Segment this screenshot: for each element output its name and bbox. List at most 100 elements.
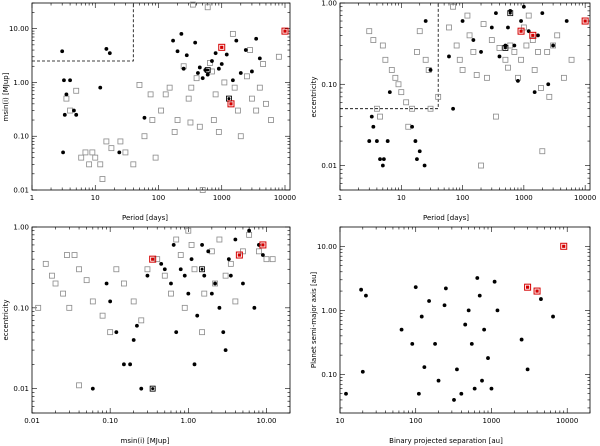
p3-point-open-square [71,252,78,258]
p1-point-filled-circle [175,49,180,54]
p3-point-filled-circle [139,386,144,391]
p2-point-open-square [478,162,484,169]
p3-x-axis-label: msin(i) [MJup] [121,437,170,445]
p1-y-axis-label: msin(i) [MJup] [2,72,10,121]
p2-point-open-square [395,81,402,88]
p2-point-open-square [464,12,471,19]
p4-point-filled-circle [455,367,459,372]
p1-point-open-square [89,149,96,156]
p1-point-filled-circle [234,38,239,43]
p2-point-open-square [535,49,541,55]
panel-mass-vs-eccentricity: msin(i) [MJup] eccentricity 0.01 0.10 1.00… [2,224,291,445]
p1-point-filled-circle [179,31,184,36]
p3-point-open-square [246,231,253,238]
p2-y-tick-label: 0.01 [321,162,337,170]
p1-point-open-square [92,154,99,161]
p2-point-open-square [505,64,511,71]
p4-point-filled-circle [489,386,494,391]
p3-point-open-square [35,304,42,311]
p1-point-filled-circle [98,85,103,90]
p3-point-open-square [99,312,106,319]
p2-point-filled-circle [423,19,428,23]
p2-point-highlight-core [583,19,587,23]
p2-point-highlight-core [531,33,535,37]
p1-point-open-square [199,187,206,193]
p2-point-open-square [427,105,434,112]
p1-point-open-square [185,95,192,102]
p3-point-open-square [76,266,82,273]
p4-point-filled-circle [413,285,418,290]
p3-point-filled-circle [233,237,238,242]
p3-point-filled-circle [169,281,173,286]
p2-point-open-square [370,37,377,43]
p3-point-filled-circle [221,330,226,335]
p1-point-filled-circle [216,66,221,71]
p2-point-filled-circle [521,4,526,9]
p3-point-filled-circle [182,273,187,278]
p4-point-filled-circle [360,369,365,374]
p2-point-filled-circle [413,139,418,143]
p1-point-open-square [207,60,213,66]
p1-point-filled-circle [74,112,79,117]
p4-point-filled-circle [452,398,456,402]
p3-point-filled-circle [195,313,200,318]
p1-point-open-square [162,91,169,98]
p1-point-open-square [221,79,228,86]
p1-point-open-square [67,107,73,114]
p1-point-filled-circle [230,78,235,83]
p2-point-filled-circle [415,157,419,162]
p2-point-highlight-square [529,31,537,39]
p4-x-tick-label: 1000 [483,417,501,425]
p1-point-open-square [141,133,148,140]
p4-point-highlight-square [524,283,532,291]
p3-point-filled-circle [131,338,136,342]
p2-point-open-square [473,72,480,78]
p1-point-filled-circle [64,92,69,97]
p4-point-highlight-core [535,289,539,293]
p2-plot-frame [339,2,591,191]
p2-point-open-square [554,32,561,39]
p2-point-open-square [507,42,514,49]
p3-point-open-square [191,266,198,273]
p2-point-open-square [518,56,524,63]
p4-x-axis-label: Binary projected separation [au] [389,437,503,445]
p4-point-filled-circle [492,279,497,284]
p1-point-filled-circle [104,47,109,51]
p3-point-open-square [177,252,184,258]
p2-y-axis-label: eccentricity [310,77,318,118]
p2-point-filled-circle [551,43,556,48]
p2-point-open-square [409,105,415,112]
p4-point-filled-circle [466,308,471,313]
p3-point-filled-circle [206,249,211,254]
p1-point-filled-circle [196,71,200,75]
p2-point-filled-circle [506,25,510,30]
p1-point-open-square [193,75,200,82]
p1-point-open-square [97,161,104,168]
p3-x-tick-label: 0.10 [102,417,118,425]
p3-point-highlight-square [149,255,157,263]
p2-point-open-square [550,42,557,49]
p1-point-filled-circle [68,78,72,83]
p1-point-boxed-dot-center [227,97,231,101]
p3-point-boxed-dot [149,385,156,392]
p3-point-filled-circle [171,243,176,247]
panel-period-vs-eccentricity: Period [days] eccentricity 1 10 100 1000 100… [310,0,596,222]
p1-point-open-square [260,61,266,67]
p4-point-filled-circle [436,378,441,383]
p4-point-filled-circle [410,341,415,346]
p2-point-filled-circle [367,139,372,143]
p3-point-open-square [161,272,168,279]
p3-point-filled-circle [135,323,139,328]
p1-point-filled-circle [197,65,202,70]
p4-point-filled-circle [463,322,468,327]
p2-point-filled-circle [428,68,433,72]
p4-point-filled-circle [459,391,464,396]
p1-point-open-square [275,53,282,60]
p2-point-open-square [456,56,463,63]
p1-point-filled-circle [184,53,189,58]
p3-point-filled-circle [252,305,257,310]
p3-point-open-square [181,304,188,311]
p2-point-filled-circle [378,157,382,162]
p1-point-filled-circle [219,62,224,66]
p3-y-tick-label: 0.01 [13,385,29,393]
